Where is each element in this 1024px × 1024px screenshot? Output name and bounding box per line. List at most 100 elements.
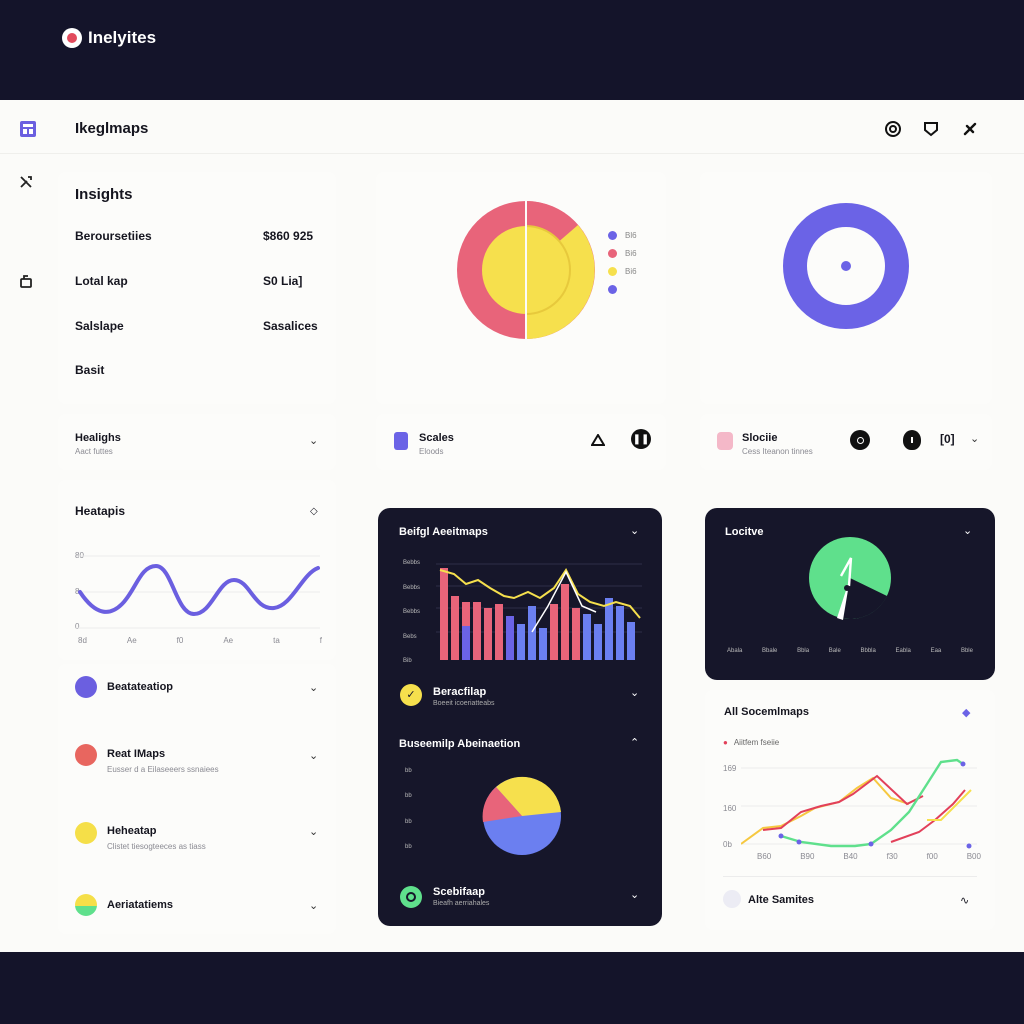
data-point xyxy=(966,843,972,849)
list-item[interactable]: Beatateatiop ⌄ xyxy=(58,664,336,710)
list-item-subtitle: Eusser d a Eilaseeers ssnaiees xyxy=(107,765,219,774)
triangle-icon[interactable] xyxy=(590,432,606,448)
dark-panel: Beifgl Aeeitmaps ⌄ Bebbs Bebbs Bebbs Beb… xyxy=(378,508,662,926)
list-item[interactable]: Reat IMaps Eusser d a Eilaseeers ssnaiee… xyxy=(58,732,336,782)
diamond-icon[interactable]: ◆ xyxy=(962,707,971,719)
target-icon[interactable] xyxy=(884,120,902,138)
chevron-down-icon[interactable]: ⌄ xyxy=(970,433,980,445)
bar-series xyxy=(440,568,635,660)
insights-row-label: Basit xyxy=(75,363,105,377)
legend-swatch xyxy=(608,284,617,294)
ring-chart xyxy=(783,203,909,329)
dark-list-title: Beracfilap xyxy=(433,686,487,698)
pie-slice xyxy=(482,787,522,822)
y-tick-label: Bib xyxy=(403,658,412,664)
row-card-subtitle: Aact futtes xyxy=(75,447,113,456)
chevron-down-icon[interactable]: ⌄ xyxy=(630,525,640,537)
chevron-down-icon[interactable]: ⌄ xyxy=(309,900,319,912)
x-axis: 8d Ae f0 Ae ta f xyxy=(78,636,322,645)
row-card[interactable]: Slociie Cess Iteanon tinnes [0] ⌄ xyxy=(700,414,992,470)
data-point xyxy=(868,841,874,847)
all-chart-card: All Socemlmaps ◆ ● Aiitfem fseiie 169 16… xyxy=(705,690,995,930)
bar xyxy=(561,584,569,660)
brand-logo-icon xyxy=(62,28,82,48)
pause-icon[interactable]: ❚❚ xyxy=(631,429,651,449)
bar xyxy=(616,606,624,660)
all-chart-footer[interactable]: Alte Samites xyxy=(748,894,815,906)
ring-center-dot xyxy=(841,261,851,271)
expand-icon[interactable] xyxy=(18,174,34,190)
dark-list-subtitle: Bieafh aerriahales xyxy=(433,900,490,907)
donut-chart xyxy=(457,201,595,339)
data-point xyxy=(960,761,966,767)
legend-swatch xyxy=(608,266,617,276)
y-tick-label: 0b xyxy=(723,840,732,849)
chevron-down-icon[interactable]: ⌄ xyxy=(309,682,319,694)
tools-icon[interactable] xyxy=(961,120,979,138)
pie-chart xyxy=(482,776,561,855)
list-item[interactable]: Aeriatatiems ⌄ xyxy=(58,886,336,932)
donut-chart-card: Bl6 Bi6 Bi6 xyxy=(376,172,666,404)
divider xyxy=(723,876,977,877)
page-title: Ikeglmaps xyxy=(75,120,149,137)
dark-list-item[interactable]: Scebifaap Bieafh aerriahales ⌄ xyxy=(378,884,662,920)
legend-item xyxy=(608,280,637,298)
y-tick-label: 0 xyxy=(75,622,80,631)
chevron-down-icon[interactable]: ⌄ xyxy=(630,889,640,901)
list-item-title: Heheatap xyxy=(107,825,157,837)
bar xyxy=(462,626,470,660)
chevron-down-icon[interactable]: ⌄ xyxy=(309,435,319,447)
data-point xyxy=(796,839,802,845)
bar xyxy=(539,628,547,660)
dark-list-title: Scebifaap xyxy=(433,886,485,898)
wave-series-line xyxy=(78,563,320,617)
row-card-title: Scales xyxy=(419,432,454,444)
chevron-down-icon[interactable]: ⌄ xyxy=(309,750,319,762)
dashboard-icon[interactable] xyxy=(19,120,37,138)
legend-swatch xyxy=(608,230,617,240)
all-chart-title: All Socemlmaps xyxy=(724,706,809,718)
x-tick-label: 8d xyxy=(78,636,87,645)
y-tick-label: bb xyxy=(405,768,412,774)
locitve-x-axis: Abala Bbale Bbla Bale Bbbla Eabla Eaa Bb… xyxy=(727,648,973,654)
x-tick-label: B40 xyxy=(843,852,858,861)
record-icon[interactable] xyxy=(850,430,870,450)
check-icon: ✓ xyxy=(400,684,422,706)
pie-slice xyxy=(496,776,561,816)
drop-icon[interactable] xyxy=(903,430,921,450)
multi-line-chart xyxy=(741,758,977,849)
chevron-down-icon[interactable]: ⌄ xyxy=(309,826,319,838)
refresh-icon[interactable] xyxy=(18,274,34,290)
x-tick-label: Eabla xyxy=(895,648,911,654)
pie-y-axis: bb bb bb bb xyxy=(405,768,425,850)
legend-item: Bi6 xyxy=(608,244,637,262)
row-card-subtitle: Cess Iteanon tinnes xyxy=(742,447,813,456)
left-list: Beatateatiop ⌄ Reat IMaps Eusser d a Eil… xyxy=(58,664,336,934)
bar xyxy=(627,622,635,660)
app-top-bar: Inelyites xyxy=(0,0,1024,100)
donut-legend: Bl6 Bi6 Bi6 xyxy=(608,226,637,298)
page-header: Ikeglmaps xyxy=(0,100,1024,154)
chevron-down-icon[interactable]: ⌄ xyxy=(630,687,640,699)
brand[interactable]: Inelyites xyxy=(62,28,156,48)
row-card[interactable]: Scales Eloods ❚❚ xyxy=(376,414,666,470)
dark-list-item[interactable]: ✓ Beracfilap Boeeit icoeriatteabs ⌄ xyxy=(378,676,662,712)
line-series xyxy=(927,789,972,821)
x-tick-label: f xyxy=(319,636,322,645)
line-series xyxy=(780,758,964,848)
list-item[interactable]: Heheatap Clistet tiesogteeces as tiass ⌄ xyxy=(58,808,336,858)
insights-card: Insights Beroursetiies $860 925 Lotal ka… xyxy=(58,172,336,404)
shield-icon[interactable] xyxy=(922,120,940,138)
x-tick-label: ta xyxy=(273,636,280,645)
row-card[interactable]: Healighs Aact futtes ⌄ xyxy=(58,414,336,470)
wave-icon[interactable]: ∿ xyxy=(960,895,970,907)
settings-icon[interactable]: ◇ xyxy=(310,506,318,517)
chevron-down-icon[interactable]: ⌄ xyxy=(963,525,973,537)
window-icon[interactable]: [0] xyxy=(940,432,955,446)
heat-icon xyxy=(75,822,97,844)
bar xyxy=(583,614,591,660)
data-point xyxy=(778,833,784,839)
x-tick-label: f0 xyxy=(176,636,184,645)
insights-title: Insights xyxy=(75,186,133,203)
chevron-up-icon[interactable]: ⌃ xyxy=(630,737,640,749)
